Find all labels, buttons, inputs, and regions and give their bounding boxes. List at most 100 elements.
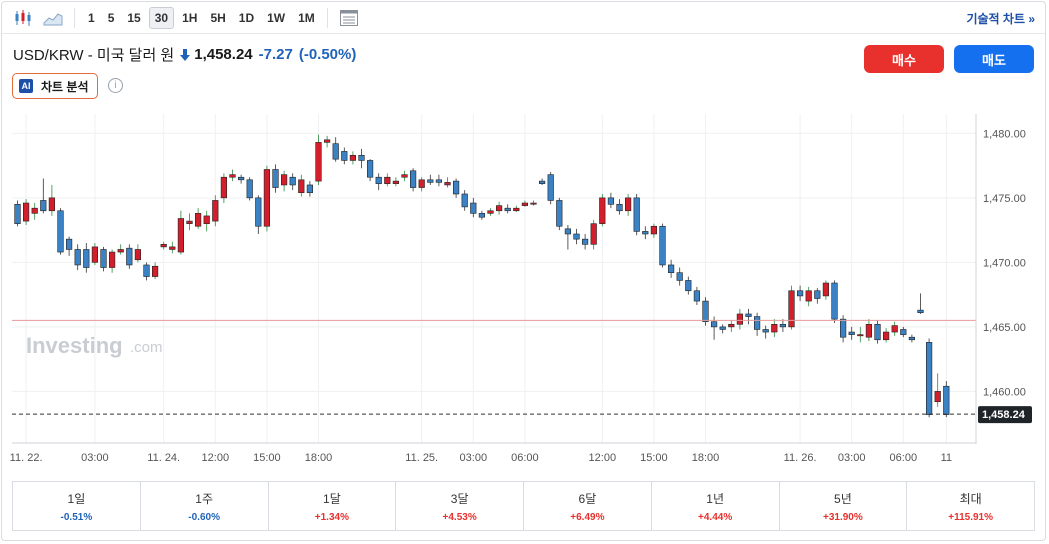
candle-body	[332, 143, 339, 160]
candle-body	[358, 154, 365, 161]
candle	[195, 208, 202, 229]
performance-cell[interactable]: 1일 -0.51%	[13, 482, 141, 530]
price-change: -7.27	[258, 46, 293, 63]
timeframe-1h[interactable]: 1H	[182, 10, 198, 25]
candle	[848, 326, 855, 340]
candle-body	[263, 169, 271, 227]
candle-body	[31, 207, 38, 214]
candle-body	[160, 244, 167, 248]
technical-chart-link[interactable]: 기술적 차트 »	[966, 12, 1035, 26]
performance-period: 1일	[67, 491, 86, 506]
performance-cell[interactable]: 5년 +31.90%	[780, 482, 908, 530]
timeframe-1w[interactable]: 1W	[267, 10, 286, 25]
last-price: 1,458.24	[194, 46, 253, 63]
candle	[616, 199, 623, 215]
candles-layer	[14, 134, 950, 418]
timeframe-1m[interactable]: 1M	[298, 10, 315, 25]
performance-cell[interactable]: 1달 +1.34%	[269, 482, 397, 530]
performance-period: 3달	[450, 491, 469, 506]
x-tick-label: 18:00	[305, 452, 333, 464]
info-icon[interactable]: i	[108, 78, 123, 93]
candlestick-icon[interactable]	[10, 6, 36, 30]
candle-body	[556, 200, 563, 227]
candle-body	[349, 154, 357, 161]
price-chart[interactable]: Investing .com 1,458.24 1,480.00 1,475.00…	[2, 2, 1047, 472]
candle	[109, 249, 116, 273]
candle	[745, 308, 752, 325]
candle-body	[814, 290, 821, 299]
candle	[143, 262, 150, 281]
candle	[581, 233, 589, 250]
candle	[822, 280, 829, 300]
candle-body	[822, 282, 829, 297]
candle-body	[891, 325, 898, 333]
candle	[736, 308, 743, 330]
candle-body	[685, 280, 692, 292]
performance-value: +115.91%	[948, 511, 993, 523]
x-tick-label: 15:00	[253, 452, 281, 464]
candle	[882, 328, 890, 343]
buy-button[interactable]: 매수	[864, 45, 944, 73]
candle	[908, 334, 915, 343]
performance-period: 1년	[706, 491, 724, 506]
candle-body	[375, 176, 382, 184]
x-tick-label: 11	[941, 452, 952, 464]
candle	[117, 244, 124, 255]
candle	[917, 293, 924, 314]
watermark-brand: Investing	[26, 333, 123, 358]
candle	[487, 208, 494, 216]
performance-cell[interactable]: 6달 +6.49%	[524, 482, 652, 530]
candle	[31, 203, 38, 220]
candle	[624, 193, 632, 216]
candle-body	[478, 213, 486, 218]
y-tick-label: 1,465.00	[983, 322, 1026, 334]
candle	[642, 226, 649, 240]
candle-body	[676, 272, 683, 281]
timeframe-5h[interactable]: 5H	[210, 10, 226, 25]
timeframe-1[interactable]: 1	[88, 10, 95, 25]
candle	[814, 288, 821, 304]
candle-body	[384, 176, 391, 184]
table-view-icon[interactable]	[336, 6, 362, 30]
candle	[401, 170, 408, 182]
candle-body	[702, 300, 709, 323]
candle	[323, 135, 331, 148]
x-tick-label: 11. 22.	[10, 452, 43, 464]
candle	[134, 244, 142, 263]
candle	[521, 200, 528, 207]
performance-cell[interactable]: 1년 +4.44%	[652, 482, 780, 530]
performance-value: -0.60%	[188, 511, 220, 523]
performance-cell[interactable]: 1주 -0.60%	[141, 482, 269, 530]
candle-body	[117, 249, 124, 253]
performance-period: 1달	[323, 491, 341, 506]
timeframe-5[interactable]: 5	[107, 10, 115, 25]
candle-body	[14, 204, 21, 224]
candle	[74, 244, 81, 271]
performance-cell[interactable]: 최대 +115.91%	[907, 482, 1034, 530]
candle-body	[109, 251, 116, 268]
candle	[573, 228, 580, 245]
candle-body	[427, 179, 434, 183]
candle	[925, 338, 933, 418]
toolbar-divider	[326, 7, 328, 28]
performance-value: +4.53%	[442, 511, 477, 523]
last-price-tag	[978, 406, 1032, 424]
candle	[263, 165, 271, 232]
candle-body	[925, 342, 933, 415]
area-chart-icon[interactable]	[40, 6, 66, 30]
candle	[693, 286, 700, 305]
timeframe-15[interactable]: 15	[127, 10, 141, 25]
candle	[874, 320, 881, 344]
timeframe-30[interactable]: 30	[148, 6, 175, 29]
timeframe-1d[interactable]: 1D	[238, 10, 255, 25]
candle-body	[659, 225, 666, 266]
candle	[66, 236, 73, 256]
candle-body	[289, 176, 296, 186]
performance-cell[interactable]: 3달 +4.53%	[396, 482, 524, 530]
candle	[48, 184, 55, 216]
performance-period: 최대	[959, 491, 982, 506]
ai-chart-analysis-button[interactable]: AI 차트 분석	[12, 73, 98, 99]
candle-body	[736, 313, 743, 325]
candle-body	[177, 218, 185, 253]
sell-button[interactable]: 매도	[954, 45, 1034, 73]
